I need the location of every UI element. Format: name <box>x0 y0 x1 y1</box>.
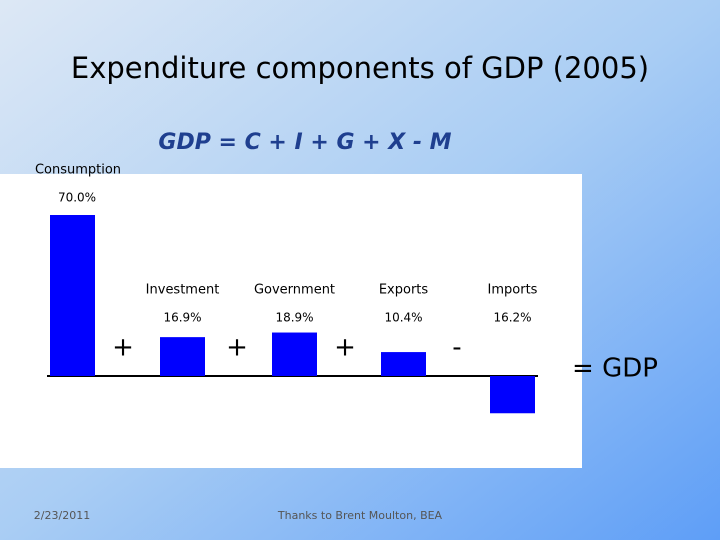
operator: - <box>452 333 461 363</box>
category-label: Exports <box>379 283 429 298</box>
category-label: Imports <box>488 283 538 298</box>
category-label: Consumption <box>35 163 121 178</box>
bar <box>490 376 535 414</box>
footer-credit: Thanks to Brent Moulton, BEA <box>277 509 443 522</box>
value-label: 70.0% <box>58 191 96 205</box>
category-label: Investment <box>146 283 220 298</box>
value-label: 16.2% <box>493 311 531 325</box>
footer-date: 2/23/2011 <box>34 509 90 522</box>
chart-title: Expenditure components of GDP (2005) <box>71 51 649 85</box>
category-label: Government <box>254 283 335 298</box>
operator: + <box>334 333 356 363</box>
value-label: 16.9% <box>163 311 201 325</box>
bar <box>381 352 426 376</box>
bar <box>160 337 205 376</box>
chart-area <box>0 174 582 468</box>
result-label: = GDP <box>572 354 658 384</box>
operator: + <box>112 333 134 363</box>
formula: GDP = C + I + G + X - M <box>158 130 451 155</box>
operator: + <box>226 333 248 363</box>
value-label: 10.4% <box>384 311 422 325</box>
value-label: 18.9% <box>275 311 313 325</box>
bar <box>50 215 95 376</box>
bar <box>272 332 317 376</box>
